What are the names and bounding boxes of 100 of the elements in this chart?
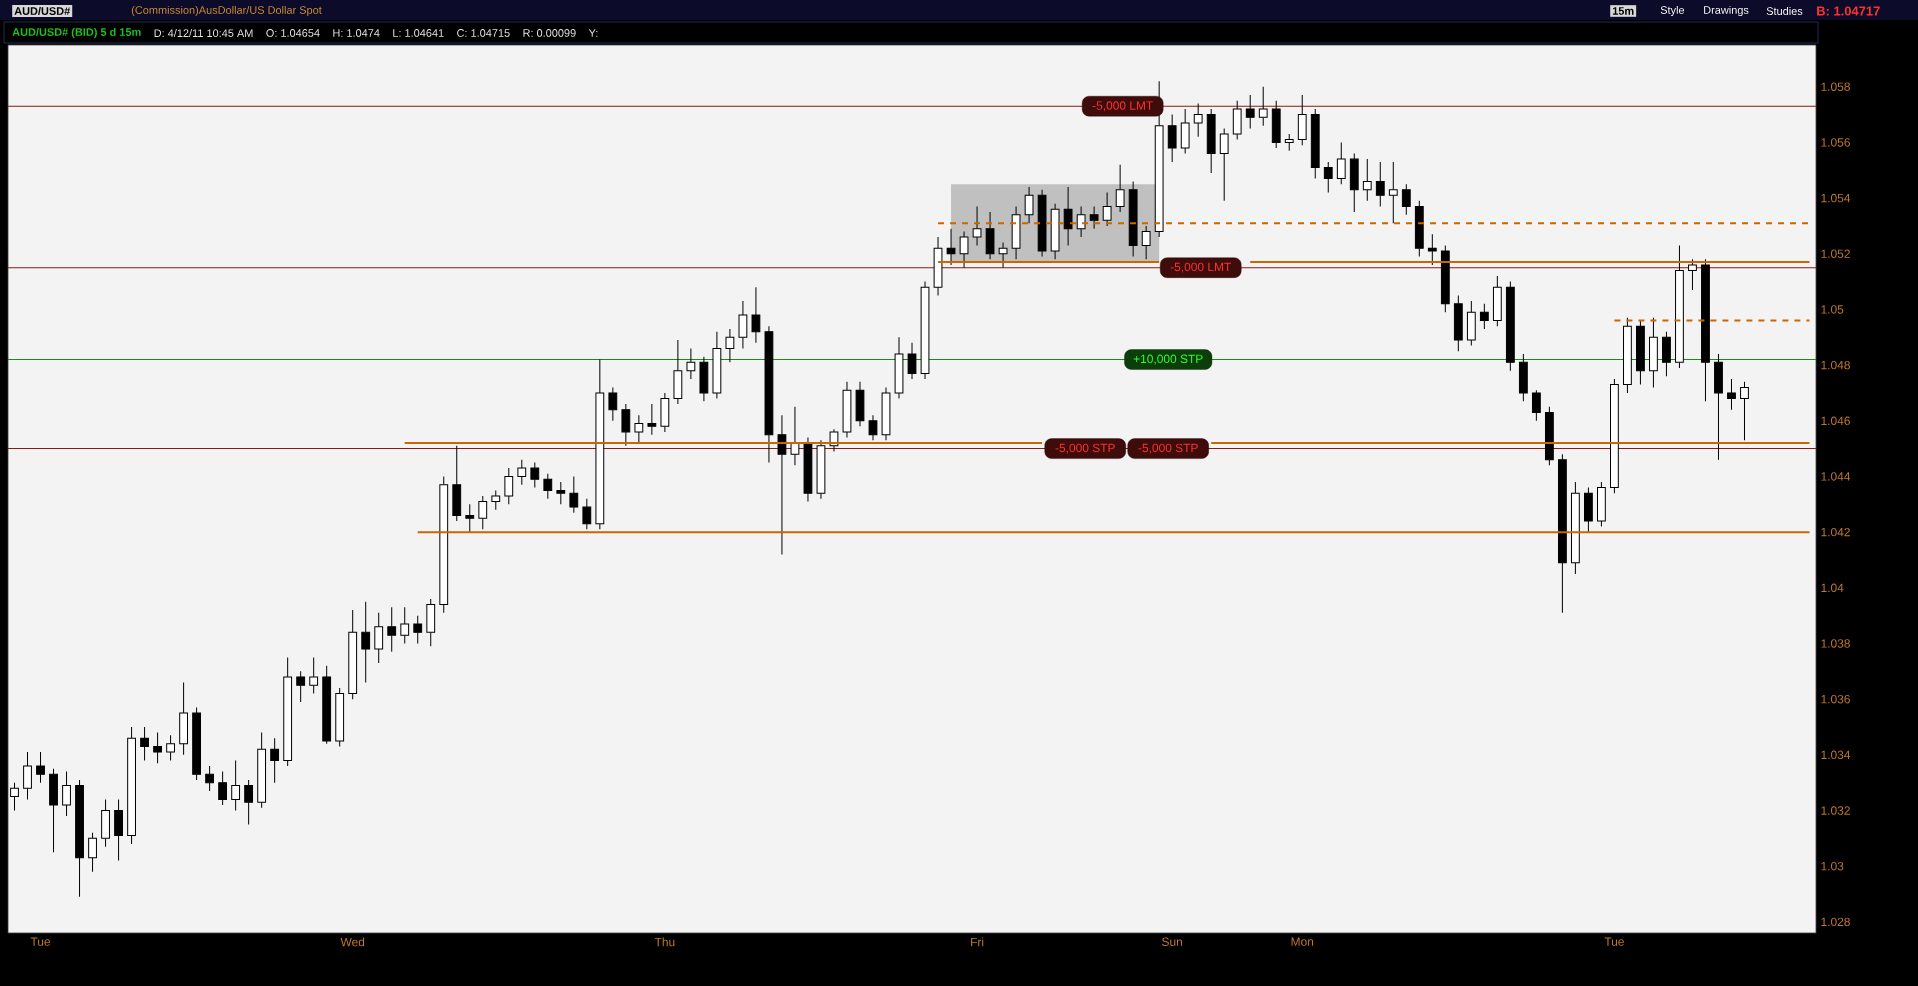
candlestick [1479, 303, 1489, 330]
candlestick [1649, 317, 1658, 388]
candlestick [270, 737, 280, 784]
candlestick [556, 481, 566, 505]
candlestick [1193, 102, 1203, 138]
ref-line-label: +10,000 STP [1133, 354, 1203, 365]
text: Y: [588, 29, 598, 37]
candlestick [751, 286, 761, 344]
candlestick [959, 230, 969, 269]
candlestick [1102, 192, 1112, 227]
candlestick [803, 436, 813, 503]
text: H: 1.0474 [333, 29, 380, 37]
candlestick [920, 281, 930, 380]
x-tick-label: Mon [1291, 937, 1314, 946]
x-tick-label: Sun [1162, 937, 1183, 946]
candlestick [101, 798, 110, 848]
y-tick-label: 1.044 [1821, 472, 1851, 481]
text: Style [1660, 5, 1685, 17]
candlestick [842, 381, 852, 438]
y-tick-label: 1.048 [1821, 360, 1850, 370]
candlestick [621, 403, 631, 447]
candlestick [1167, 114, 1177, 163]
annotation: -5,000 STP [1055, 443, 1115, 454]
y-tick-label: 1.042 [1821, 527, 1850, 537]
candlestick [686, 347, 696, 380]
chart-title: AUD/USD# (BID) 5 d 15m [12, 27, 141, 39]
candlestick [712, 331, 722, 400]
candlestick [179, 681, 188, 756]
candlestick [1141, 225, 1151, 260]
candlestick [660, 392, 670, 433]
candlestick [361, 601, 371, 683]
candlestick [777, 414, 787, 555]
candlestick [933, 236, 943, 297]
candlestick [790, 406, 800, 466]
text: AUD/USD# [14, 6, 71, 16]
candlestick [1362, 158, 1372, 202]
candlestick [1089, 205, 1099, 230]
candlestick [634, 414, 644, 444]
y-tick-label: 1.046 [1821, 416, 1850, 426]
candlestick [1128, 180, 1138, 258]
ref-line-label: -5,000 STP [1138, 443, 1198, 454]
candlestick [114, 798, 123, 862]
candlestick [738, 300, 748, 349]
y-tick-label: 1.054 [1821, 193, 1851, 203]
ref-line-label: -5,000 LMT [1092, 101, 1153, 112]
candlestick [1375, 161, 1385, 207]
candlestick [985, 211, 995, 260]
candlestick [673, 339, 683, 405]
candlestick [855, 381, 865, 427]
y-tick-label: 1.032 [1821, 806, 1850, 815]
text: (Commission)AusDollar/US Dollar Spot [131, 5, 322, 17]
candlestick [1570, 481, 1580, 575]
text: Drawings [1704, 5, 1749, 17]
y-tick-label: 1.05 [1821, 305, 1844, 314]
ref-line-label: -5,000 LMT [1170, 262, 1231, 273]
y-tick-label: 1.036 [1821, 694, 1850, 704]
y-tick-label: 1.038 [1821, 639, 1850, 648]
x-tick-label: Tue [1604, 937, 1624, 946]
candlestick [907, 342, 917, 380]
y-tick-label: 1.028 [1821, 917, 1850, 927]
candlestick [153, 732, 162, 764]
candlestick [127, 726, 136, 845]
candlestick [894, 336, 904, 400]
y-tick-label: 1.058 [1821, 82, 1850, 91]
y-tick-label: 1.04 [1821, 583, 1844, 593]
candlestick [1258, 86, 1268, 127]
candlestick [1388, 161, 1398, 224]
candlestick [1037, 189, 1047, 258]
candlestick [387, 606, 397, 653]
candlestick [1076, 205, 1086, 238]
x-tick-label: Wed [340, 937, 365, 947]
candlestick [1011, 205, 1021, 260]
candlestick [23, 751, 32, 800]
candlestick [972, 205, 982, 246]
candlestick [36, 751, 45, 784]
candlestick [140, 726, 149, 761]
text: D: 4/12/11 10:45 AM [154, 28, 253, 38]
y-tick-label: 1.03 [1821, 861, 1844, 871]
candlestick [1024, 186, 1034, 224]
candlestick [205, 765, 215, 792]
y-tick-label: 1.052 [1821, 249, 1850, 258]
x-tick-label: Thu [654, 937, 675, 947]
y-tick-label: 1.056 [1821, 138, 1850, 147]
candlestick [998, 242, 1008, 269]
text: 15m [1612, 7, 1634, 15]
candlestick [1050, 203, 1060, 260]
text: L: 1.04641 [393, 29, 444, 37]
text: C: 1.04715 [457, 29, 510, 37]
candlestick [881, 386, 891, 441]
candlestick [374, 612, 384, 664]
y-tick-label: 1.034 [1821, 750, 1851, 760]
x-tick-label: Fri [971, 937, 984, 947]
text: Studies [1766, 6, 1803, 16]
candlestick [816, 439, 826, 500]
candlestick [1714, 353, 1723, 461]
candlestick [725, 328, 735, 363]
candlestick [699, 356, 709, 402]
text: R: 0.00099 [523, 29, 576, 37]
candlestick [62, 771, 71, 817]
candlestick [309, 656, 319, 695]
